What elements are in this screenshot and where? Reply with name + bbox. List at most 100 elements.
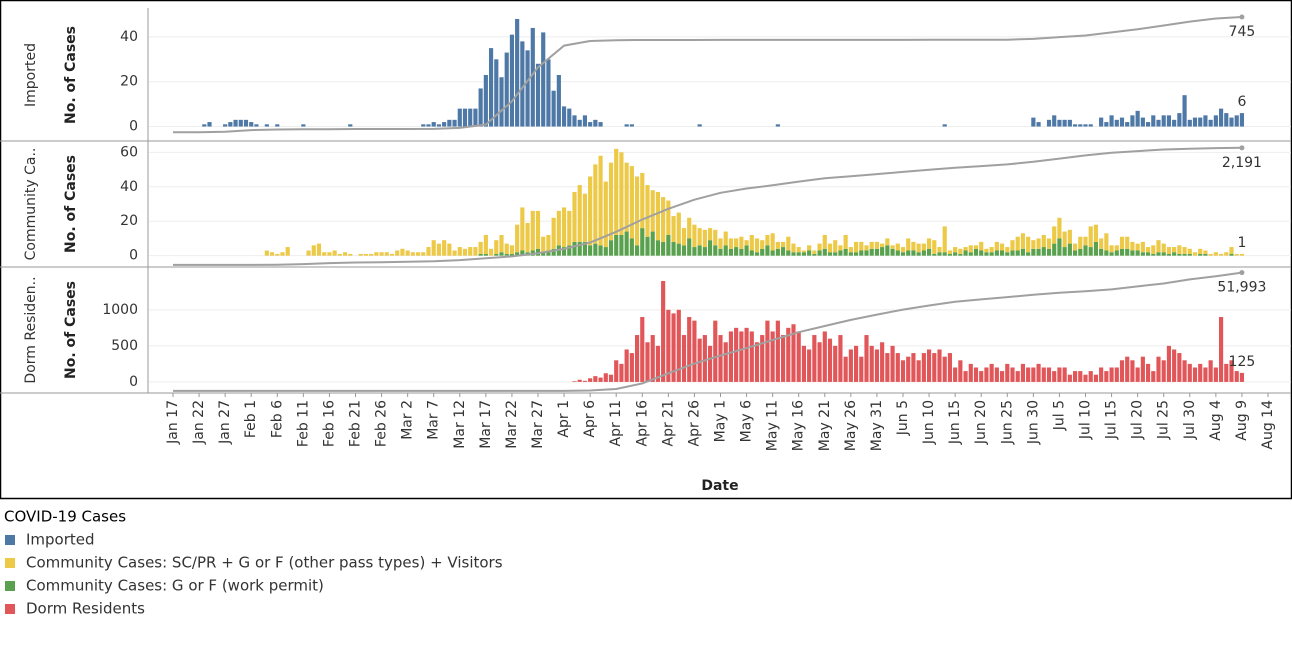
bar — [963, 247, 968, 251]
bar — [661, 197, 666, 242]
x-tick-label: Mar 27 — [530, 400, 546, 449]
bar — [1005, 363, 1010, 382]
bar — [1119, 236, 1125, 249]
bar — [322, 252, 327, 256]
x-tick-label: Aug 14 — [1260, 400, 1276, 450]
bar — [739, 331, 744, 382]
bar — [624, 231, 629, 256]
bar — [1140, 356, 1145, 382]
bar — [775, 124, 780, 127]
x-tick-label: Jul 20 — [1130, 400, 1146, 440]
x-tick-label: Feb 11 — [295, 400, 311, 447]
bar — [906, 356, 911, 382]
bar — [640, 317, 645, 382]
bar — [900, 247, 906, 253]
bar — [577, 185, 582, 242]
bar — [744, 240, 749, 246]
bar — [765, 245, 770, 256]
bar — [546, 250, 551, 256]
bar — [1156, 119, 1161, 127]
bar — [932, 353, 937, 382]
bar — [551, 90, 556, 127]
bar — [713, 245, 718, 256]
bar — [947, 253, 953, 256]
bar — [890, 245, 895, 249]
bar — [1104, 122, 1109, 127]
y-tick-label: 500 — [111, 338, 138, 354]
bar — [661, 241, 666, 256]
bar — [1062, 119, 1067, 127]
bar — [551, 248, 556, 256]
x-tick-label: Feb 16 — [321, 400, 337, 447]
bar — [926, 238, 932, 249]
bar — [874, 248, 880, 256]
bar — [942, 226, 947, 253]
bar — [1109, 252, 1114, 256]
bar — [619, 152, 624, 235]
bar — [979, 371, 984, 382]
bar — [468, 247, 473, 256]
bar — [1151, 253, 1156, 256]
bar — [1093, 374, 1099, 382]
x-tick-label: Jun 25 — [999, 400, 1015, 445]
bar — [718, 238, 723, 249]
bar — [1234, 253, 1239, 256]
bar — [1125, 122, 1130, 127]
bar — [895, 243, 900, 251]
bar — [999, 250, 1005, 256]
cumulative-end-label: 51,993 — [1217, 280, 1266, 296]
bar — [911, 353, 916, 382]
bar — [885, 238, 890, 246]
bar — [968, 245, 973, 253]
cumulative-line — [173, 146, 1242, 266]
bar — [906, 238, 911, 251]
bar — [1145, 122, 1151, 127]
bar — [509, 245, 515, 254]
bar — [1229, 117, 1234, 127]
bar — [681, 245, 687, 256]
bar — [588, 176, 593, 246]
bar — [1010, 367, 1015, 382]
bar — [1015, 250, 1020, 256]
bar — [1239, 113, 1245, 127]
bar — [603, 373, 608, 382]
y-tick-label: 0 — [129, 248, 138, 264]
bar — [963, 250, 968, 256]
bar — [1015, 371, 1020, 382]
y-axis-label: No. of Cases — [63, 155, 79, 253]
x-tick-label: Apr 21 — [660, 400, 676, 446]
bar — [1067, 374, 1072, 382]
bar — [671, 241, 676, 256]
bar — [473, 108, 478, 127]
bar — [327, 252, 332, 256]
bar — [1031, 117, 1036, 127]
bar — [801, 345, 807, 382]
bar — [671, 216, 676, 242]
bar — [1031, 248, 1036, 256]
bar — [1198, 363, 1203, 382]
bar — [1166, 253, 1172, 256]
bar — [1109, 245, 1114, 253]
bar — [426, 124, 431, 127]
bar — [1093, 241, 1099, 256]
bar — [1224, 113, 1229, 127]
x-tick-label: Aug 4 — [1208, 400, 1224, 441]
bar — [984, 367, 989, 382]
bar — [1161, 252, 1166, 256]
bar — [457, 108, 462, 127]
bar — [796, 247, 801, 253]
bar — [442, 122, 447, 127]
bar — [786, 236, 791, 251]
bar — [1052, 371, 1057, 382]
bar — [1234, 115, 1239, 127]
bar — [483, 75, 488, 127]
bar — [1130, 115, 1135, 127]
bar — [567, 245, 572, 256]
bar — [989, 252, 994, 256]
bar — [462, 248, 468, 256]
bar — [874, 241, 880, 249]
bar — [676, 212, 681, 244]
y-tick-label: 20 — [120, 213, 138, 229]
bar — [838, 245, 843, 251]
bar — [942, 252, 947, 256]
